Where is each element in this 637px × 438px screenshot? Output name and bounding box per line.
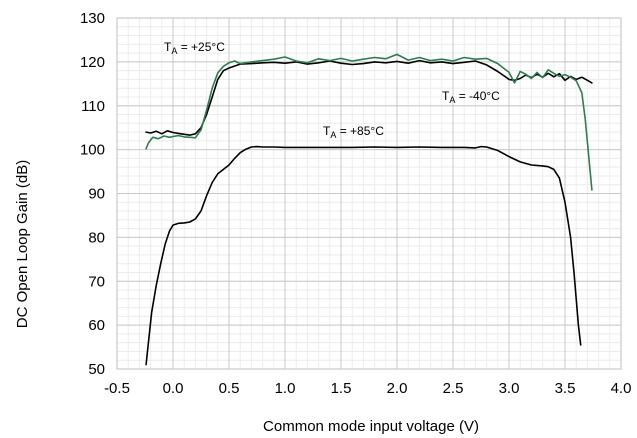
x-tick-label: 2.0 bbox=[387, 380, 408, 397]
annotation-25c: TA = +25°C bbox=[164, 40, 225, 56]
series-line-1 bbox=[145, 53, 593, 191]
x-tick-label: 3.5 bbox=[555, 380, 576, 397]
x-tick-label: 2.5 bbox=[443, 380, 464, 397]
x-tick-label: 1.0 bbox=[275, 380, 296, 397]
y-tick-label: 130 bbox=[80, 10, 105, 27]
series-layer bbox=[145, 53, 593, 366]
x-axis-title: Common mode input voltage (V) bbox=[263, 418, 479, 435]
x-tick-label: 3.0 bbox=[499, 380, 520, 397]
x-tick-label: -0.5 bbox=[104, 380, 130, 397]
y-axis-title: DC Open Loop Gain (dB) bbox=[14, 160, 31, 328]
series-line-2 bbox=[145, 145, 582, 366]
y-tick-label: 50 bbox=[88, 361, 105, 378]
y-tick-label: 120 bbox=[80, 54, 105, 71]
x-tick-label: 0.0 bbox=[163, 380, 184, 397]
plot-area-border bbox=[116, 17, 622, 370]
y-tick-label: 60 bbox=[88, 317, 105, 334]
y-tick-label: 80 bbox=[88, 229, 105, 246]
y-tick-label: 70 bbox=[88, 273, 105, 290]
annotation-minus40c: TA = -40°C bbox=[442, 89, 500, 105]
x-tick-label: 1.5 bbox=[331, 380, 352, 397]
x-tick-labels: -0.5 0.0 0.5 1.0 1.5 2.0 2.5 3.0 3.5 4.0 bbox=[104, 380, 631, 397]
y-tick-label: 100 bbox=[80, 142, 105, 159]
y-tick-label: 110 bbox=[81, 98, 105, 115]
x-tick-label: 0.5 bbox=[219, 380, 240, 397]
x-tick-label: 4.0 bbox=[611, 380, 632, 397]
y-tick-labels: 50 60 70 80 90 100 110 120 130 bbox=[80, 10, 105, 378]
annotation-85c: TA = +85°C bbox=[323, 124, 384, 140]
y-tick-label: 90 bbox=[88, 186, 105, 203]
